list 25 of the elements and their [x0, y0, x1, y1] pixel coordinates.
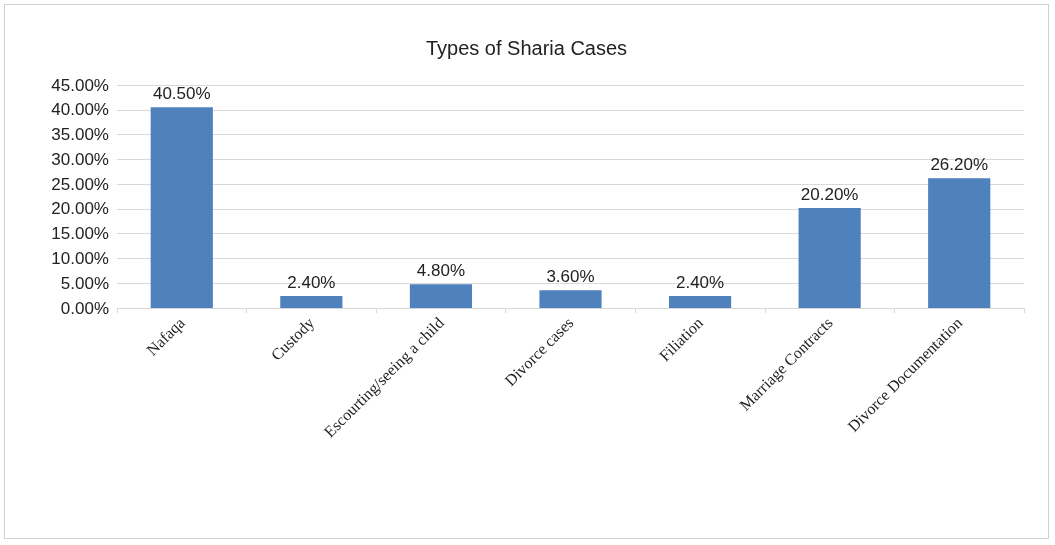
y-tick-label: 20.00%: [51, 199, 109, 219]
y-tick-label: 40.00%: [51, 100, 109, 120]
y-tick-label: 25.00%: [51, 174, 109, 194]
bar: [150, 107, 213, 308]
data-label: 2.40%: [675, 273, 725, 293]
y-tick-label: 0.00%: [60, 298, 109, 318]
data-label: 2.40%: [287, 273, 336, 293]
bar: [539, 290, 602, 308]
y-tick-label: 35.00%: [51, 125, 109, 145]
data-label: 3.60%: [546, 267, 595, 287]
data-label: 20.20%: [800, 184, 859, 204]
data-label: 40.50%: [152, 84, 211, 104]
bar: [280, 296, 343, 308]
y-tick-label: 15.00%: [51, 224, 109, 244]
bar: [798, 207, 861, 308]
bar: [928, 178, 991, 308]
data-label: 26.20%: [930, 155, 989, 175]
y-tick-label: 30.00%: [51, 149, 109, 169]
y-tick-label: 10.00%: [51, 248, 109, 268]
bar: [668, 296, 732, 308]
y-tick-label: 5.00%: [60, 273, 109, 293]
bar: [409, 284, 473, 308]
chart-title: Types of Sharia Cases: [425, 37, 628, 59]
data-label: 4.80%: [416, 261, 466, 281]
y-tick-label: 45.00%: [51, 75, 109, 95]
